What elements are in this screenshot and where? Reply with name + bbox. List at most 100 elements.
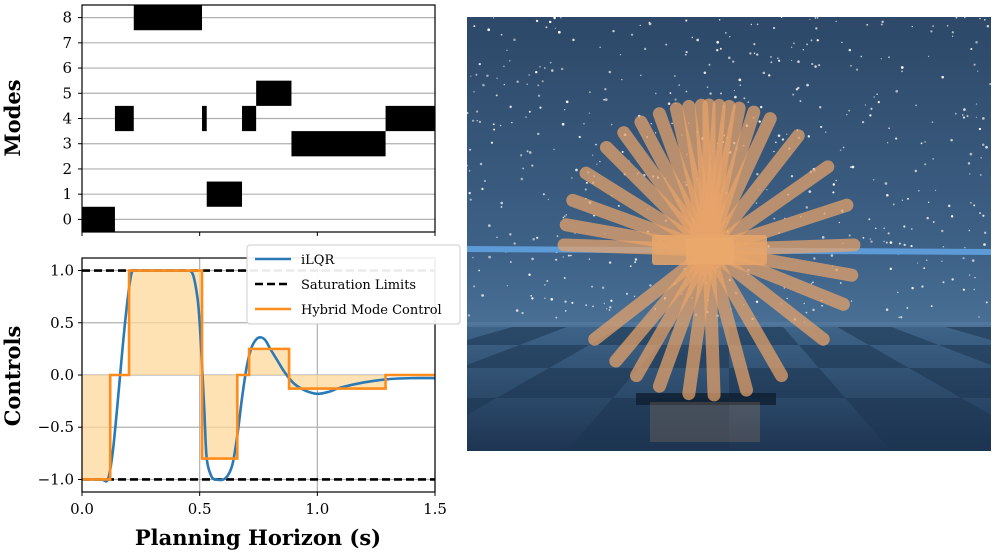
star — [634, 261, 637, 264]
star — [970, 47, 973, 50]
star — [983, 243, 986, 246]
star — [969, 152, 973, 156]
star — [671, 122, 673, 125]
star — [564, 310, 567, 312]
star — [952, 35, 954, 37]
star — [930, 305, 933, 308]
star — [962, 288, 965, 291]
star — [860, 55, 863, 58]
star — [481, 187, 484, 191]
star — [968, 274, 971, 276]
star — [810, 282, 813, 285]
controls-y-tick-label: −1.0 — [38, 470, 74, 488]
star — [815, 27, 818, 30]
star — [885, 308, 889, 311]
star — [634, 258, 638, 261]
star — [478, 62, 481, 66]
star — [640, 74, 642, 77]
star — [888, 127, 890, 129]
star — [946, 24, 949, 27]
star — [973, 63, 976, 66]
star — [889, 241, 893, 244]
star — [897, 291, 899, 294]
star — [927, 201, 930, 204]
star — [467, 111, 469, 115]
star — [556, 235, 559, 237]
star — [537, 84, 540, 87]
star — [537, 94, 541, 97]
floor-check — [467, 327, 567, 345]
star — [888, 56, 890, 59]
star — [521, 311, 524, 315]
star — [654, 92, 657, 95]
star — [975, 41, 978, 44]
star — [643, 47, 647, 51]
star — [978, 316, 980, 318]
star — [777, 59, 781, 62]
star — [861, 121, 865, 124]
star — [942, 246, 945, 248]
star — [608, 261, 612, 264]
controls-x-tick-label: 0.5 — [188, 500, 212, 518]
modes-x-ticks — [81, 232, 436, 236]
star — [475, 73, 478, 76]
star — [790, 59, 793, 62]
star — [567, 254, 570, 257]
star — [962, 257, 965, 260]
mode-block — [133, 5, 203, 31]
star — [851, 165, 855, 169]
star — [509, 60, 511, 62]
floor-check — [467, 398, 497, 415]
star — [773, 26, 776, 29]
star — [667, 102, 671, 105]
star — [621, 79, 623, 81]
star — [649, 284, 652, 287]
star — [895, 137, 898, 140]
star — [603, 98, 605, 101]
star — [596, 163, 598, 165]
star — [807, 135, 811, 138]
star — [476, 119, 478, 122]
modes-y-tick-label: 4 — [62, 110, 72, 128]
star — [821, 235, 825, 239]
star — [799, 100, 802, 103]
star — [571, 301, 574, 304]
star — [541, 80, 544, 83]
star — [691, 36, 693, 39]
star — [811, 62, 814, 66]
star — [898, 316, 900, 318]
floor-check — [467, 345, 590, 368]
star — [973, 288, 976, 291]
floor-check — [729, 368, 846, 398]
star — [747, 101, 750, 103]
star — [862, 236, 865, 239]
star — [814, 65, 817, 68]
star — [850, 166, 852, 168]
star — [564, 215, 566, 218]
star — [481, 294, 484, 297]
star — [495, 94, 498, 97]
star — [513, 242, 516, 245]
modes-y-tick-label: 2 — [62, 160, 72, 178]
star — [793, 42, 795, 45]
star — [716, 40, 720, 44]
star — [470, 75, 472, 77]
star — [482, 83, 485, 87]
star — [941, 260, 943, 262]
star — [906, 307, 909, 309]
star — [703, 71, 707, 75]
star — [911, 25, 913, 28]
mode-block — [114, 105, 134, 132]
star — [869, 114, 872, 117]
star — [971, 259, 975, 262]
star — [572, 38, 575, 42]
star — [910, 245, 913, 248]
star — [528, 273, 531, 277]
star — [808, 190, 812, 193]
star — [848, 109, 851, 112]
star — [915, 104, 917, 106]
star — [487, 224, 491, 228]
star — [925, 259, 928, 262]
controls-xlabel: Planning Horizon (s) — [135, 525, 381, 550]
controls-y-tick-label: 0.5 — [50, 314, 74, 332]
